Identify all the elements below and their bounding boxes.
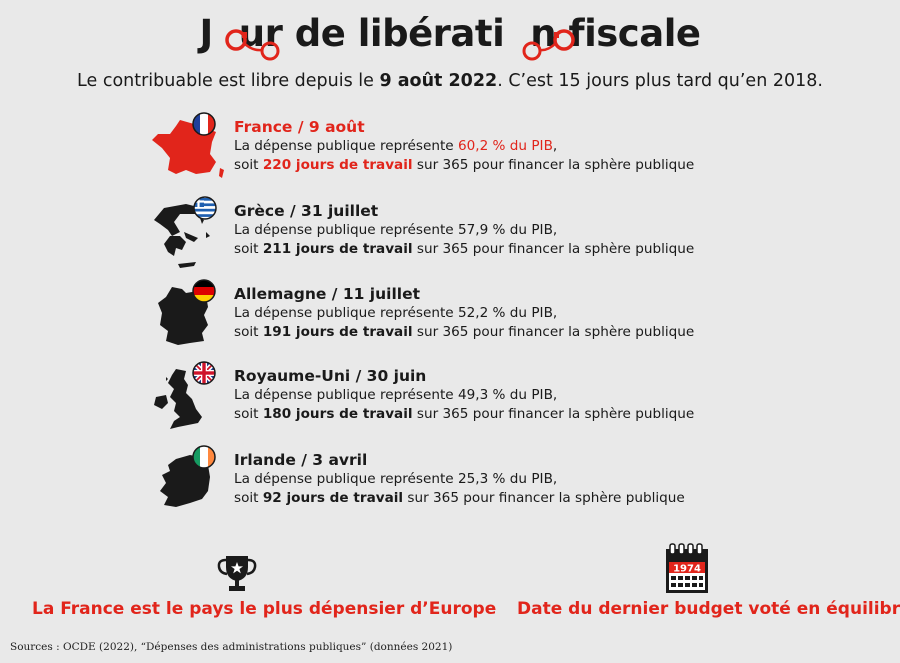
greece-map-icon	[154, 204, 210, 268]
country-row-uk: Royaume-Uni / 30 juin La dépense publiqu…	[150, 361, 870, 447]
workdays-suffix: sur 365 pour financer la sphère publique	[412, 324, 695, 340]
ireland-map-icon	[160, 455, 210, 507]
country-name: Irlande / 3 avril	[234, 451, 368, 469]
subtitle-date: 9 août 2022	[379, 71, 498, 91]
workdays-value: 191 jours de travail	[262, 324, 413, 340]
workdays-prefix: soit	[234, 157, 263, 173]
handcuffs-icon	[522, 29, 576, 61]
workdays-prefix: soit	[234, 406, 263, 422]
calendar-year: 1974	[673, 564, 701, 575]
country-text: Royaume-Uni / 30 juin La dépense publiqu…	[234, 367, 694, 424]
country-name: Grèce / 31 juillet	[234, 202, 379, 220]
trophy-icon	[217, 556, 257, 591]
title-part-2: ur de libérati	[238, 12, 505, 55]
country-text: Allemagne / 11 juillet La dépense publiq…	[234, 285, 694, 342]
country-text: Grèce / 31 juillet La dépense publique r…	[234, 202, 694, 259]
france-flag-icon	[192, 112, 216, 136]
spending-prefix: La dépense publique représente	[234, 222, 458, 238]
bottom-left-caption: La France est le pays le plus dépensier …	[32, 599, 497, 619]
workdays-suffix: sur 365 pour financer la sphère publique	[412, 157, 695, 173]
spending-percent: 60,2 % du PIB	[457, 138, 553, 154]
spending-line: La dépense publique représente 49,3 % du…	[234, 386, 694, 405]
spending-line: La dépense publique représente 52,2 % du…	[234, 304, 694, 323]
country-name: Allemagne / 11 juillet	[234, 285, 421, 303]
country-text: Irlande / 3 avril La dépense publique re…	[234, 451, 685, 508]
spending-suffix: ,	[552, 222, 558, 238]
workdays-prefix: soit	[234, 324, 263, 340]
country-row-france: France / 9 août La dépense publique repr…	[150, 112, 870, 198]
workdays-line: soit 191 jours de travail sur 365 pour f…	[234, 323, 694, 342]
spending-line: La dépense publique représente 57,9 % du…	[234, 221, 694, 240]
spending-suffix: ,	[552, 305, 558, 321]
country-text: France / 9 août La dépense publique repr…	[234, 118, 694, 175]
title-part-1: J	[199, 12, 214, 55]
country-row-germany: Allemagne / 11 juillet La dépense publiq…	[150, 279, 870, 365]
subtitle: Le contribuable est libre depuis le 9 ao…	[0, 71, 900, 91]
country-name: France / 9 août	[234, 118, 365, 136]
workdays-value: 220 jours de travail	[262, 157, 413, 173]
calendar-icon: 1974	[666, 543, 708, 593]
workdays-line: soit 211 jours de travail sur 365 pour f…	[234, 240, 694, 259]
workdays-value: 92 jours de travail	[262, 490, 404, 506]
spending-suffix: ,	[552, 387, 558, 403]
spending-prefix: La dépense publique représente	[234, 387, 458, 403]
ireland-flag-icon	[192, 445, 216, 469]
uk-map-icon	[154, 369, 202, 429]
subtitle-after: . C’est 15 jours plus tard qu’en 2018.	[497, 71, 823, 91]
spending-percent: 57,9 % du PIB	[457, 222, 553, 238]
country-name: Royaume-Uni / 30 juin	[234, 367, 427, 385]
spending-line: La dépense publique représente 25,3 % du…	[234, 470, 685, 489]
spending-suffix: ,	[552, 138, 558, 154]
spending-percent: 25,3 % du PIB	[457, 471, 553, 487]
workdays-line: soit 220 jours de travail sur 365 pour f…	[234, 156, 694, 175]
spending-percent: 49,3 % du PIB	[457, 387, 553, 403]
workdays-value: 180 jours de travail	[262, 406, 413, 422]
bottom-right-caption: Date du dernier budget voté en équilibre	[517, 599, 900, 619]
spending-line: La dépense publique représente 60,2 % du…	[234, 137, 694, 156]
workdays-prefix: soit	[234, 241, 263, 257]
workdays-suffix: sur 365 pour financer la sphère publique	[412, 406, 695, 422]
spending-suffix: ,	[552, 471, 558, 487]
germany-map-icon	[158, 287, 208, 345]
workdays-value: 211 jours de travail	[262, 241, 413, 257]
france-map-icon	[152, 120, 224, 178]
workdays-line: soit 92 jours de travail sur 365 pour fi…	[234, 489, 685, 508]
workdays-prefix: soit	[234, 490, 263, 506]
country-row-ireland: Irlande / 3 avril La dépense publique re…	[150, 445, 870, 531]
workdays-line: soit 180 jours de travail sur 365 pour f…	[234, 405, 694, 424]
germany-flag-icon	[192, 279, 216, 303]
workdays-suffix: sur 365 pour financer la sphère publique	[403, 490, 685, 506]
handcuffs-icon	[224, 29, 280, 61]
spending-percent: 52,2 % du PIB	[457, 305, 553, 321]
uk-flag-icon	[192, 361, 216, 385]
workdays-suffix: sur 365 pour financer la sphère publique	[412, 241, 695, 257]
country-row-greece: Grèce / 31 juillet La dépense publique r…	[150, 196, 870, 282]
subtitle-before: Le contribuable est libre depuis le	[77, 71, 380, 91]
sources-note: Sources : OCDE (2022), “Dépenses des adm…	[10, 641, 453, 653]
spending-prefix: La dépense publique représente	[234, 305, 458, 321]
spending-prefix: La dépense publique représente	[234, 138, 458, 154]
greece-flag-icon	[193, 196, 217, 220]
spending-prefix: La dépense publique représente	[234, 471, 458, 487]
